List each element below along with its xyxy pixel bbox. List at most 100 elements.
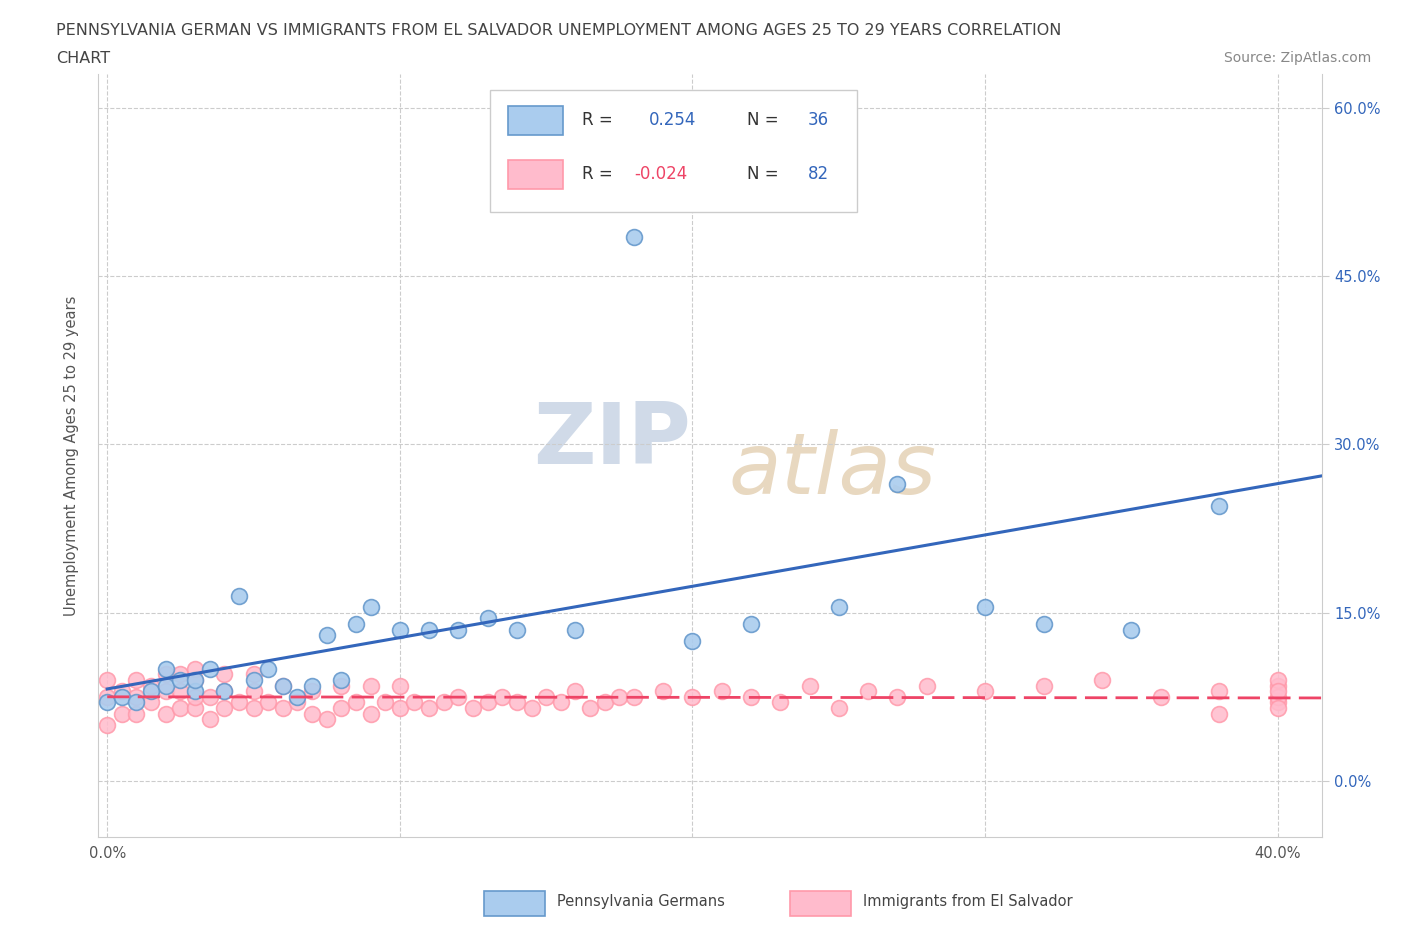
Point bbox=[682, 633, 704, 648]
Point bbox=[740, 689, 762, 704]
Point bbox=[198, 711, 221, 726]
Point bbox=[623, 230, 645, 245]
Text: N =: N = bbox=[747, 112, 783, 129]
Point bbox=[506, 622, 529, 637]
Point bbox=[155, 667, 177, 682]
Point bbox=[96, 689, 118, 704]
Point bbox=[212, 684, 235, 698]
FancyBboxPatch shape bbox=[484, 891, 546, 915]
Point bbox=[374, 695, 396, 710]
Point bbox=[125, 689, 148, 704]
Point bbox=[271, 678, 294, 693]
Point bbox=[139, 684, 162, 698]
Text: R =: R = bbox=[582, 165, 617, 182]
Point bbox=[96, 695, 118, 710]
Point bbox=[139, 695, 162, 710]
Point bbox=[564, 622, 586, 637]
Text: 36: 36 bbox=[808, 112, 830, 129]
Point bbox=[1208, 684, 1230, 698]
Point bbox=[271, 678, 294, 693]
Point bbox=[974, 684, 997, 698]
Point bbox=[111, 689, 134, 704]
Point bbox=[96, 672, 118, 687]
Point bbox=[710, 684, 733, 698]
Point bbox=[1032, 678, 1054, 693]
Point bbox=[579, 700, 602, 715]
Point bbox=[1150, 689, 1173, 704]
Text: 0.0%: 0.0% bbox=[89, 846, 125, 861]
Point bbox=[287, 695, 309, 710]
Point bbox=[257, 661, 280, 676]
Point bbox=[228, 589, 250, 604]
Point bbox=[184, 684, 207, 698]
Point bbox=[1267, 695, 1289, 710]
Point bbox=[155, 706, 177, 721]
Point bbox=[682, 689, 704, 704]
Point bbox=[184, 672, 207, 687]
Point bbox=[388, 678, 411, 693]
Point bbox=[418, 700, 440, 715]
Point bbox=[1267, 684, 1289, 698]
Point bbox=[534, 689, 557, 704]
Text: Immigrants from El Salvador: Immigrants from El Salvador bbox=[863, 895, 1073, 910]
Point bbox=[740, 617, 762, 631]
Point bbox=[344, 617, 367, 631]
Point bbox=[287, 689, 309, 704]
Point bbox=[301, 678, 323, 693]
Text: 40.0%: 40.0% bbox=[1254, 846, 1301, 861]
Point bbox=[1267, 678, 1289, 693]
Text: CHART: CHART bbox=[56, 51, 110, 66]
Text: Source: ZipAtlas.com: Source: ZipAtlas.com bbox=[1223, 51, 1371, 65]
Point bbox=[228, 695, 250, 710]
Point bbox=[1267, 700, 1289, 715]
FancyBboxPatch shape bbox=[489, 89, 856, 212]
Text: PENNSYLVANIA GERMAN VS IMMIGRANTS FROM EL SALVADOR UNEMPLOYMENT AMONG AGES 25 TO: PENNSYLVANIA GERMAN VS IMMIGRANTS FROM E… bbox=[56, 23, 1062, 38]
Point bbox=[198, 689, 221, 704]
Point bbox=[184, 700, 207, 715]
Point bbox=[212, 684, 235, 698]
Text: -0.024: -0.024 bbox=[634, 165, 688, 182]
Text: Pennsylvania Germans: Pennsylvania Germans bbox=[557, 895, 725, 910]
Point bbox=[169, 672, 191, 687]
Point bbox=[461, 700, 484, 715]
Text: 0.254: 0.254 bbox=[650, 112, 696, 129]
Point bbox=[564, 684, 586, 698]
Point bbox=[198, 661, 221, 676]
Point bbox=[652, 684, 675, 698]
Point bbox=[856, 684, 879, 698]
Point bbox=[550, 695, 572, 710]
Point bbox=[477, 611, 499, 626]
Point bbox=[242, 667, 264, 682]
Point bbox=[769, 695, 792, 710]
Point bbox=[271, 700, 294, 715]
Point bbox=[1267, 689, 1289, 704]
Point bbox=[520, 700, 543, 715]
Point bbox=[447, 622, 470, 637]
FancyBboxPatch shape bbox=[508, 160, 564, 189]
Point bbox=[330, 678, 353, 693]
Point bbox=[257, 695, 280, 710]
Point bbox=[1208, 498, 1230, 513]
Point bbox=[799, 678, 821, 693]
Point bbox=[828, 700, 851, 715]
Point bbox=[828, 600, 851, 615]
Point bbox=[111, 706, 134, 721]
Point bbox=[184, 689, 207, 704]
Point bbox=[169, 684, 191, 698]
Point bbox=[593, 695, 616, 710]
Point bbox=[242, 684, 264, 698]
Point bbox=[623, 689, 645, 704]
Point bbox=[404, 695, 426, 710]
Point bbox=[242, 672, 264, 687]
Point bbox=[330, 672, 353, 687]
Point bbox=[1121, 622, 1143, 637]
Point bbox=[301, 706, 323, 721]
FancyBboxPatch shape bbox=[790, 891, 851, 915]
Point bbox=[139, 678, 162, 693]
Point bbox=[155, 678, 177, 693]
Point bbox=[388, 622, 411, 637]
Text: 82: 82 bbox=[808, 165, 830, 182]
Point bbox=[169, 667, 191, 682]
Point bbox=[1032, 617, 1054, 631]
Point bbox=[974, 600, 997, 615]
